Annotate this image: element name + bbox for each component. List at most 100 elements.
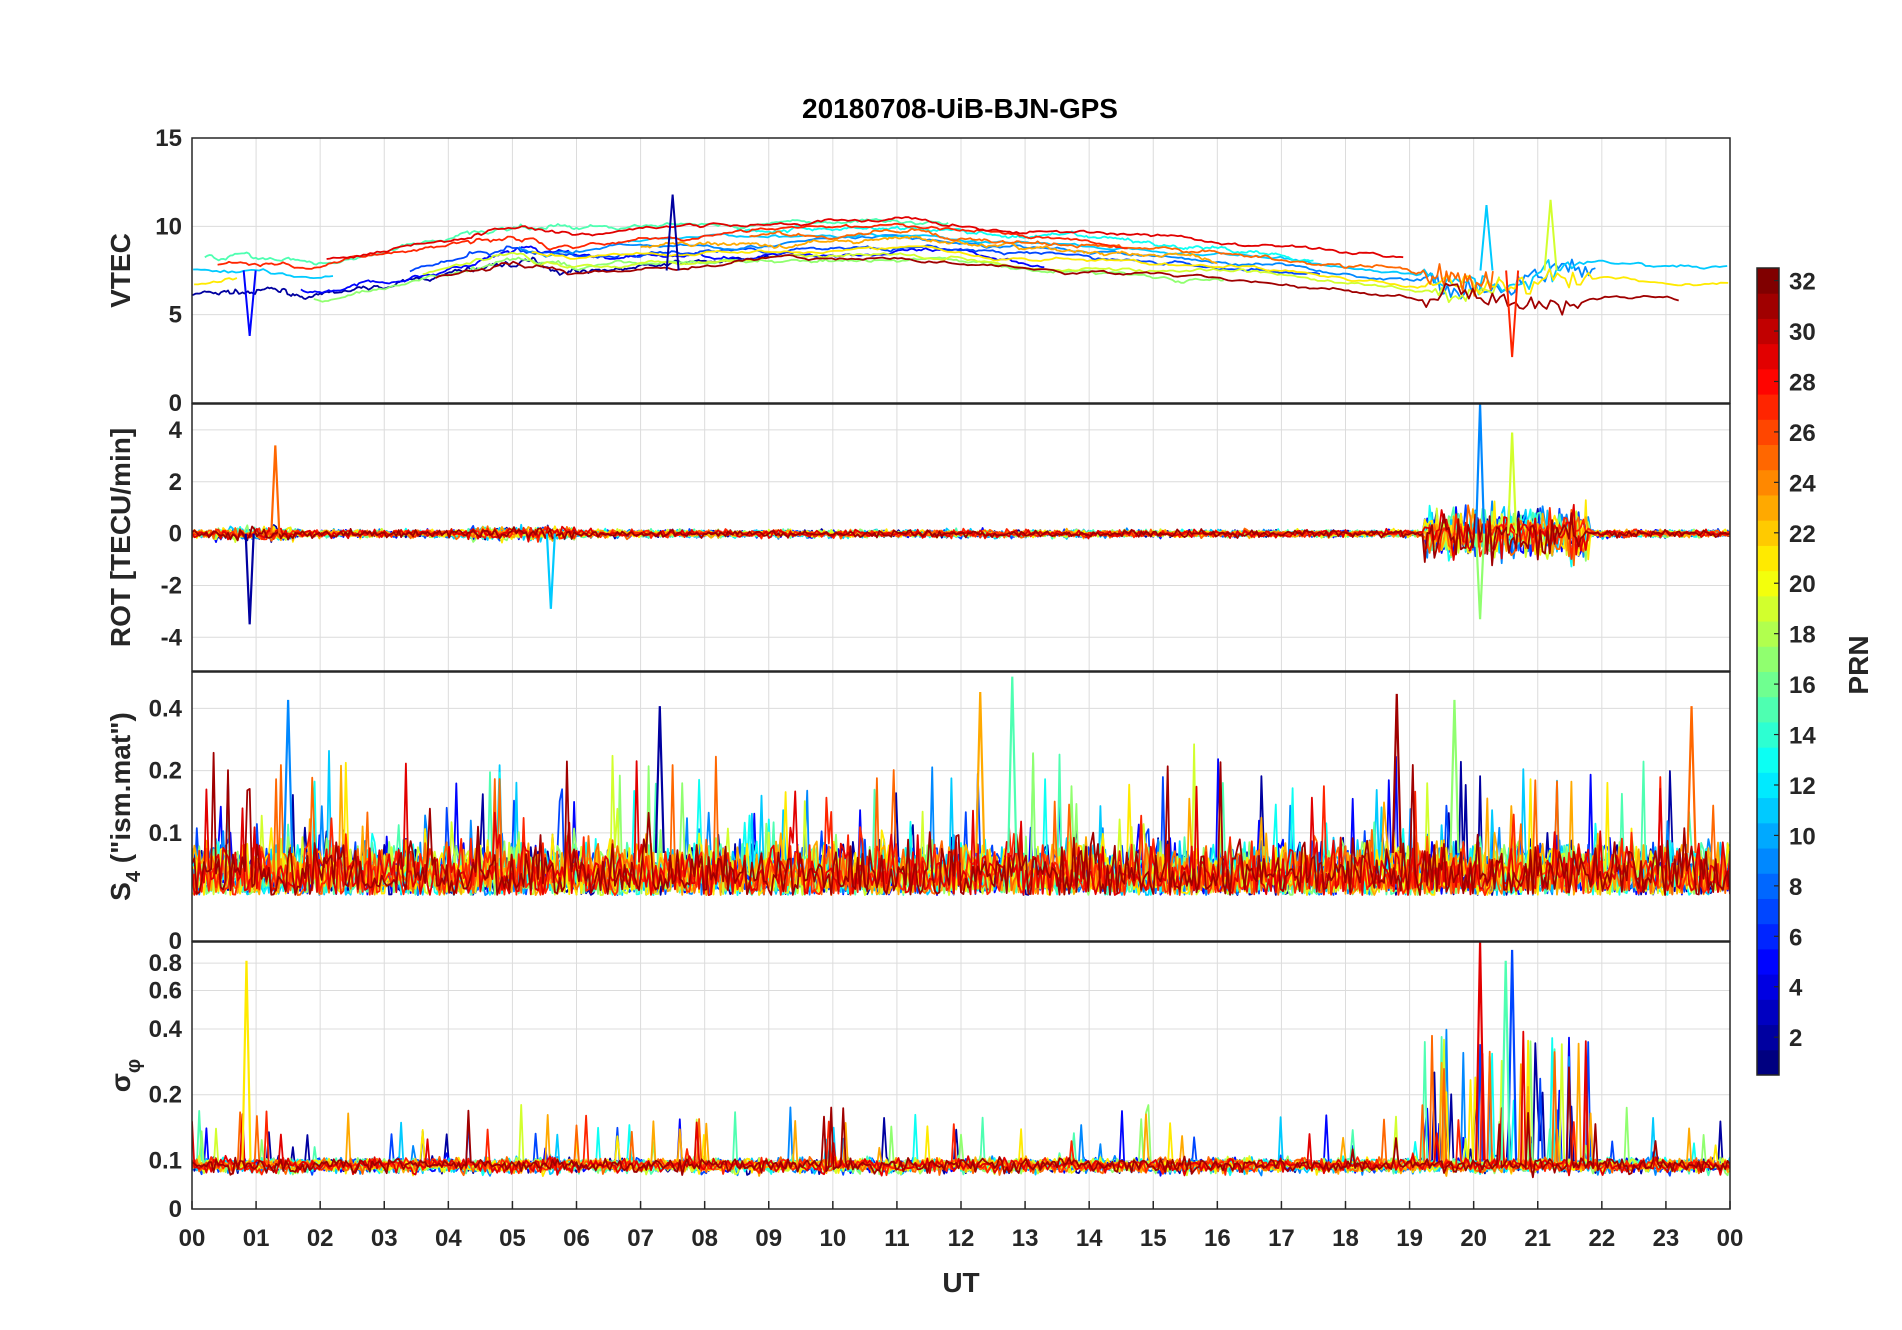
colorbar-swatch: [1757, 444, 1779, 471]
colorbar-swatch: [1757, 848, 1779, 874]
y-tick-label: 0: [169, 390, 182, 417]
colorbar-swatch: [1757, 898, 1779, 925]
colorbar-tick-label: 24: [1789, 470, 1816, 497]
colorbar-swatch: [1757, 1049, 1779, 1076]
data-spike: [1543, 199, 1558, 271]
y-tick-label: 0: [169, 928, 182, 955]
series-line: [518, 234, 1596, 300]
y-axis-label: σφ: [105, 1059, 145, 1092]
colorbar-swatch: [1757, 595, 1779, 622]
data-spike: [1686, 706, 1697, 853]
colorbar-swatch: [1757, 721, 1779, 748]
x-tick-label: 06: [563, 1225, 590, 1252]
colorbar-swatch: [1757, 999, 1779, 1026]
series-line: [300, 245, 1045, 294]
x-tick-label: 12: [948, 1225, 975, 1252]
colorbar-swatch: [1757, 772, 1779, 799]
colorbar-swatch: [1757, 268, 1779, 294]
colorbar-tick-label: 32: [1789, 269, 1816, 296]
colorbar-tick-label: 8: [1789, 874, 1802, 901]
panel-rot: -4 -2 0 2 4 ROT [TECU/min]: [105, 403, 1731, 672]
x-tick-label: 10: [819, 1225, 846, 1252]
data-spike: [654, 706, 665, 853]
colorbar-tick-label: 22: [1789, 521, 1816, 548]
y-tick-label: 2: [169, 469, 182, 496]
colorbar-swatch: [1757, 621, 1779, 647]
y-tick-label: 4: [169, 417, 183, 444]
x-tick-label: 00: [1717, 1225, 1744, 1252]
series-line: [192, 1066, 1730, 1179]
panel-frame: [191, 137, 1731, 404]
x-axis-label: UT: [942, 1267, 979, 1298]
colorbar-tick-label: 30: [1789, 319, 1816, 346]
series-line: [422, 251, 1501, 304]
colorbar-tick-label: 12: [1789, 773, 1816, 800]
colorbar-swatch: [1757, 974, 1779, 1000]
colorbar-swatch: [1757, 1024, 1779, 1051]
x-tick-label: 07: [627, 1225, 654, 1252]
colorbar-tick-label: 28: [1789, 369, 1816, 396]
data-spike: [1474, 404, 1486, 534]
data-spike: [1479, 205, 1494, 271]
colorbar-swatch: [1757, 394, 1779, 420]
series-line: [326, 216, 1404, 260]
x-tick-label: 22: [1588, 1225, 1615, 1252]
colorbar-swatch: [1757, 343, 1779, 370]
data-spike: [1474, 942, 1486, 1161]
colorbar-tick-label: 14: [1789, 723, 1816, 750]
colorbar-swatch: [1757, 570, 1779, 597]
series-group: [192, 676, 1730, 896]
data-spike: [545, 533, 556, 609]
x-tick-label: 08: [691, 1225, 718, 1252]
y-tick-label: 0.2: [149, 1082, 182, 1109]
x-tick-label: 02: [307, 1225, 334, 1252]
colorbar-swatch: [1757, 545, 1779, 572]
data-spike: [241, 960, 252, 1161]
panel-frame: [191, 671, 1731, 942]
x-tick-label: 20: [1460, 1225, 1487, 1252]
data-spike: [1007, 676, 1018, 853]
colorbar-swatch: [1757, 948, 1779, 975]
panel-s4: 0 0.1 0.2 0.4S4 ("ism.mat"): [105, 671, 1731, 955]
colorbar-frame: [1756, 267, 1780, 1076]
y-axis-label: VTEC: [105, 233, 136, 308]
y-axis-label: ROT [TECU/min]: [105, 428, 136, 647]
y-tick-label: 5: [169, 302, 182, 329]
y-tick-label: 0.8: [149, 950, 182, 977]
colorbar-swatch: [1757, 368, 1779, 395]
colorbar-swatch: [1757, 822, 1779, 849]
colorbar-tick-label: 2: [1789, 1025, 1802, 1052]
data-spike: [270, 445, 281, 534]
colorbar-swatch: [1757, 419, 1779, 446]
data-spike: [1507, 949, 1518, 1161]
colorbar-swatch: [1757, 873, 1779, 899]
data-spike: [244, 533, 255, 625]
x-tick-label: 19: [1396, 1225, 1423, 1252]
data-spike: [242, 270, 257, 336]
colorbar-swatch: [1757, 671, 1779, 698]
x-tick-label: 00: [179, 1225, 206, 1252]
colorbar-label: PRN: [1843, 635, 1874, 694]
data-spike: [1500, 960, 1511, 1161]
colorbar-tick-label: 6: [1789, 924, 1802, 951]
x-tick-label: 09: [755, 1225, 782, 1252]
series-line: [435, 254, 1679, 316]
x-tick-label: 21: [1524, 1225, 1551, 1252]
x-tick-label: 05: [499, 1225, 526, 1252]
panel-sigma_phi: 0 0.1 0.2 0.4 0.60.8 σφ: [105, 941, 1731, 1223]
y-tick-label: 0.1: [149, 1148, 182, 1175]
data-spike: [1474, 533, 1486, 620]
x-tick-label: 17: [1268, 1225, 1295, 1252]
x-tick-label: 23: [1653, 1225, 1680, 1252]
panel-vtec: 0 5 10 15 VTEC: [105, 125, 1731, 417]
y-tick-label: 0.2: [149, 758, 182, 785]
data-spike: [1449, 699, 1460, 853]
series-group: [192, 404, 1730, 625]
x-tick-label: 13: [1012, 1225, 1039, 1252]
series-line: [192, 512, 1730, 567]
panels: 0 5 10 15 VTEC -4 -2 0 2 4 ROT [TECU/min] 0 0.1 0.2 0.…: [105, 125, 1731, 1223]
colorbar-tick-label: 20: [1789, 571, 1816, 598]
series-line: [194, 245, 1729, 296]
